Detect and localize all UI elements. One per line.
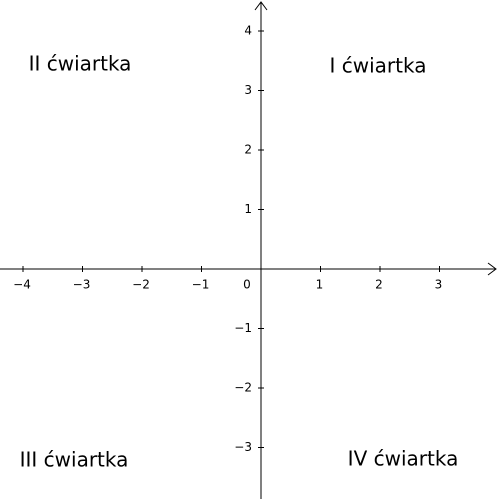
quadrant-label: I ćwiartka xyxy=(330,54,427,78)
quadrant-label: III ćwiartka xyxy=(20,448,129,472)
y-tick-label: 4 xyxy=(244,24,252,38)
x-tick-label: 2 xyxy=(375,278,383,292)
y-tick-label: −2 xyxy=(234,381,252,395)
y-tick-label: −3 xyxy=(234,440,252,454)
y-axis-arrow xyxy=(254,1,268,11)
y-tick-label: 3 xyxy=(244,83,252,97)
x-tick-label: −3 xyxy=(73,278,91,292)
y-tick-label: −1 xyxy=(234,321,252,335)
quadrant-label: IV ćwiartka xyxy=(348,447,459,471)
x-tick-label: −1 xyxy=(192,278,210,292)
x-axis-arrow xyxy=(487,262,497,276)
x-tick-label: −2 xyxy=(132,278,150,292)
quadrant-label: II ćwiartka xyxy=(29,52,132,76)
x-tick-label: 3 xyxy=(435,278,443,292)
origin-label: 0 xyxy=(243,278,251,292)
x-tick-label: 1 xyxy=(316,278,324,292)
y-tick-label: 2 xyxy=(244,143,252,157)
y-tick-label: 1 xyxy=(244,202,252,216)
x-tick-label: −4 xyxy=(13,278,31,292)
